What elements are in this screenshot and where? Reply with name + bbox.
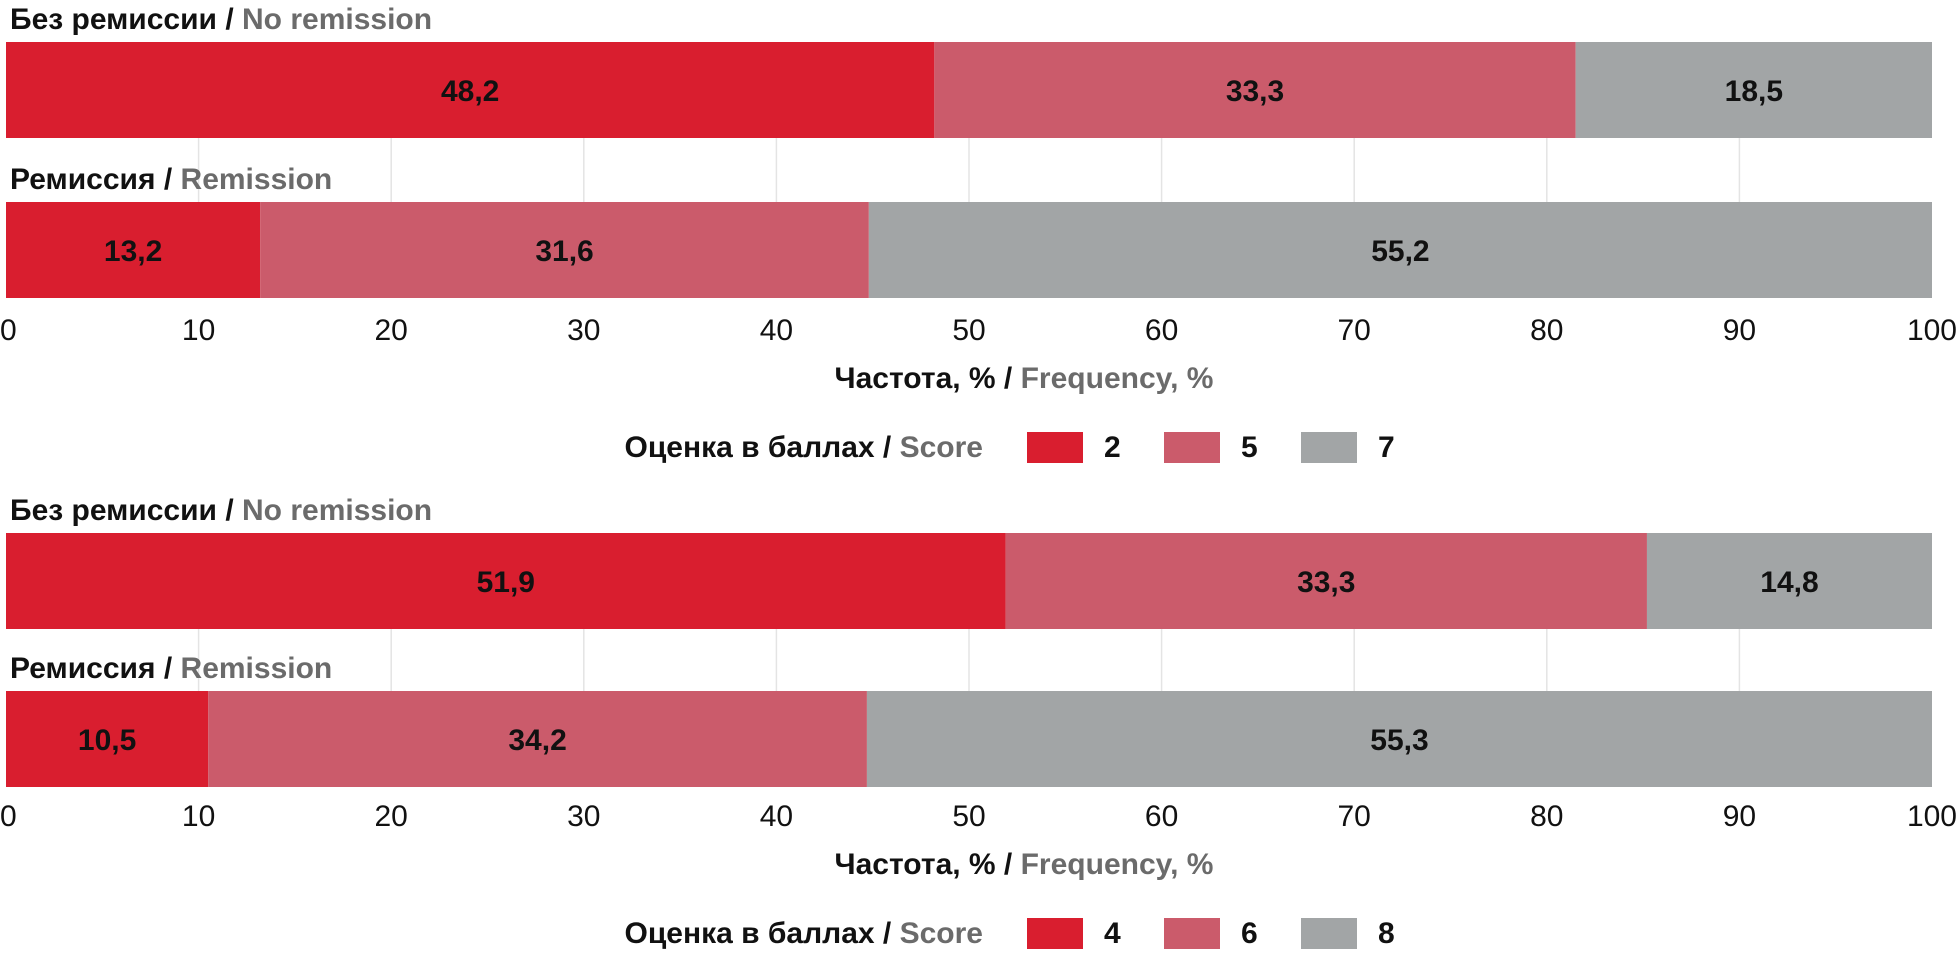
x-tick-label: 90 (1723, 800, 1756, 833)
data-label: 14,8 (1760, 566, 1818, 599)
x-axis-title-ru: Частота, % (835, 362, 996, 395)
legend-label: 5 (1241, 431, 1258, 464)
x-axis-title-sep: / (996, 362, 1021, 395)
x-axis-title-en: Frequency, % (1021, 848, 1214, 881)
legend-label: 8 (1378, 917, 1395, 950)
legend-title: Оценка в баллах / Score (625, 431, 984, 464)
legend-title: Оценка в баллах / Score (625, 917, 984, 950)
x-axis-title-ru: Частота, % (835, 848, 996, 881)
x-tick-label: 10 (182, 314, 215, 347)
legend-swatch (1301, 918, 1357, 949)
legend: Оценка в баллах / Score 2 5 7 (625, 431, 1395, 464)
x-tick-label: 100 (1907, 800, 1957, 833)
category-label: Ремиссия / Remission (10, 163, 332, 196)
x-axis-title: Частота, % / Frequency, % (835, 362, 1214, 395)
bar-segment-score-5 (260, 202, 869, 298)
legend-title-sep: / (875, 917, 900, 950)
data-label: 48,2 (441, 75, 499, 108)
category-label-en: Remission (181, 163, 333, 196)
category-label-en: No remission (242, 494, 432, 527)
legend-swatch (1301, 432, 1357, 463)
bar-segment-score-2 (6, 42, 935, 138)
bar-segment-score-5 (934, 42, 1576, 138)
x-tick-label: 100 (1907, 314, 1957, 347)
category-label: Ремиссия / Remission (10, 652, 332, 685)
x-tick-label: 20 (375, 800, 408, 833)
category-label-ru: Ремиссия (10, 163, 156, 196)
data-label: 33,3 (1297, 566, 1355, 599)
legend-swatch (1164, 432, 1220, 463)
x-tick-label: 60 (1145, 314, 1178, 347)
x-tick-label: 90 (1723, 314, 1756, 347)
x-axis-title: Частота, % / Frequency, % (835, 848, 1214, 881)
legend-label: 7 (1378, 431, 1395, 464)
category-label-sep: / (217, 3, 242, 36)
legend-swatch (1027, 432, 1083, 463)
x-tick-label: 80 (1530, 800, 1563, 833)
category-label-sep: / (156, 652, 181, 685)
category-label-en: No remission (242, 3, 432, 36)
legend-title-ru: Оценка в баллах (625, 431, 875, 464)
data-label: 13,2 (104, 235, 162, 268)
data-label: 31,6 (535, 235, 593, 268)
data-label: 34,2 (508, 724, 566, 757)
x-tick-label: 60 (1145, 800, 1178, 833)
x-axis-title-en: Frequency, % (1021, 362, 1214, 395)
x-tick-label: 80 (1530, 314, 1563, 347)
legend-label: 4 (1104, 917, 1121, 950)
x-axis-title-sep: / (996, 848, 1021, 881)
data-label: 10,5 (78, 724, 136, 757)
category-label-sep: / (217, 494, 242, 527)
category-label-ru: Без ремиссии (10, 494, 217, 527)
x-tick-label: 20 (375, 314, 408, 347)
legend-title-ru: Оценка в баллах (625, 917, 875, 950)
x-tick-label: 0 (0, 800, 17, 833)
x-tick-label: 30 (567, 800, 600, 833)
x-tick-label: 50 (952, 800, 985, 833)
data-label: 55,3 (1370, 724, 1428, 757)
x-tick-label: 70 (1338, 800, 1371, 833)
legend-title-sep: / (875, 431, 900, 464)
legend-swatch (1027, 918, 1083, 949)
category-label-sep: / (156, 163, 181, 196)
x-tick-label: 70 (1338, 314, 1371, 347)
category-label: Без ремиссии / No remission (10, 494, 432, 527)
data-label: 18,5 (1725, 75, 1783, 108)
x-tick-label: 40 (760, 800, 793, 833)
bar-segment-score-7 (868, 202, 1932, 298)
x-tick-label: 10 (182, 800, 215, 833)
bar-segment-score-6 (1005, 533, 1647, 629)
x-tick-label: 40 (760, 314, 793, 347)
legend-title-en: Score (900, 917, 983, 950)
legend-title-en: Score (900, 431, 983, 464)
category-label: Без ремиссии / No remission (10, 3, 432, 36)
data-label: 51,9 (477, 566, 535, 599)
x-tick-label: 30 (567, 314, 600, 347)
legend: Оценка в баллах / Score 4 6 8 (625, 917, 1395, 950)
bar-segment-score-6 (208, 691, 867, 787)
data-label: 33,3 (1226, 75, 1284, 108)
x-tick-label: 0 (0, 314, 17, 347)
bar-segment-score-4 (6, 691, 209, 787)
category-label-ru: Ремиссия (10, 652, 156, 685)
chart-panel-1: Без ремиссии / No remission 48,2 33,3 18,5 Р… (0, 3, 1957, 464)
bar-segment-score-7 (1575, 42, 1932, 138)
legend-label: 6 (1241, 917, 1258, 950)
data-label: 55,2 (1371, 235, 1429, 268)
chart-panel-2: Без ремиссии / No remission 51,9 33,3 14,8 Р… (0, 494, 1957, 950)
bar-segment-score-8 (866, 691, 1932, 787)
x-tick-label: 50 (952, 314, 985, 347)
legend-label: 2 (1104, 431, 1121, 464)
bar-segment-score-4 (6, 533, 1006, 629)
legend-swatch (1164, 918, 1220, 949)
category-label-ru: Без ремиссии (10, 3, 217, 36)
bar-segment-score-8 (1646, 533, 1932, 629)
bar-segment-score-2 (6, 202, 261, 298)
category-label-en: Remission (181, 652, 333, 685)
